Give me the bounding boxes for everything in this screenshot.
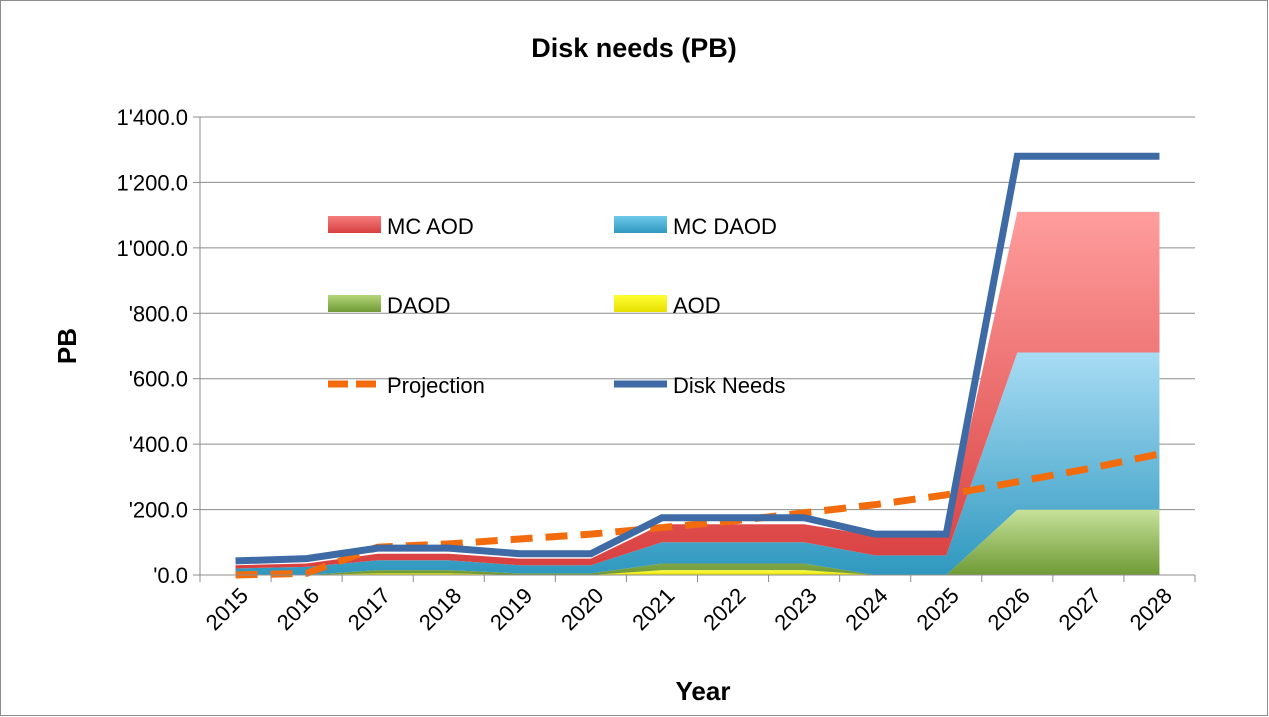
legend-swatch (328, 295, 381, 312)
legend-item-mc-daod: MC DAOD (614, 214, 777, 239)
legend-item-aod: AOD (614, 293, 721, 318)
area-mc-daod (235, 352, 1160, 575)
legend-item-disk-needs: Disk Needs (614, 373, 785, 398)
y-axis-title: PB (52, 328, 82, 364)
area-daod (235, 509, 1160, 575)
chart-title: Disk needs (PB) (531, 33, 737, 63)
stacked-areas (235, 211, 1160, 575)
line-series (235, 152, 1161, 579)
x-axis-title: Year (676, 676, 731, 706)
y-tick-label: 1'000.0 (117, 236, 189, 261)
y-tick-label: '400.0 (129, 432, 188, 457)
legend-label: AOD (673, 293, 721, 318)
y-tick-label: '200.0 (129, 498, 188, 523)
y-tick-label: '0.0 (153, 563, 188, 588)
legend-swatch (614, 216, 667, 233)
y-tick-label: 1'400.0 (117, 105, 189, 130)
legend-label: Disk Needs (673, 373, 785, 398)
area-mc-aod (235, 211, 1160, 569)
y-tick-label: '800.0 (129, 301, 188, 326)
area-aod (235, 570, 1160, 575)
legend-label: MC AOD (387, 214, 474, 239)
legend-label: DAOD (387, 293, 451, 318)
legend-item-projection: Projection (328, 373, 485, 398)
legend-swatch (614, 295, 667, 312)
legend: MC AOD MC DAOD DAOD AOD Projection Disk Needs (328, 214, 785, 398)
y-tick-label: '600.0 (129, 367, 188, 392)
legend-label: MC DAOD (673, 214, 777, 239)
legend-item-daod: DAOD (328, 293, 451, 318)
legend-label: Projection (387, 373, 485, 398)
y-tick-label: 1'200.0 (117, 170, 189, 195)
legend-item-mc-aod: MC AOD (328, 214, 474, 239)
legend-swatch (328, 216, 381, 233)
line-disk-needs (235, 152, 1160, 565)
